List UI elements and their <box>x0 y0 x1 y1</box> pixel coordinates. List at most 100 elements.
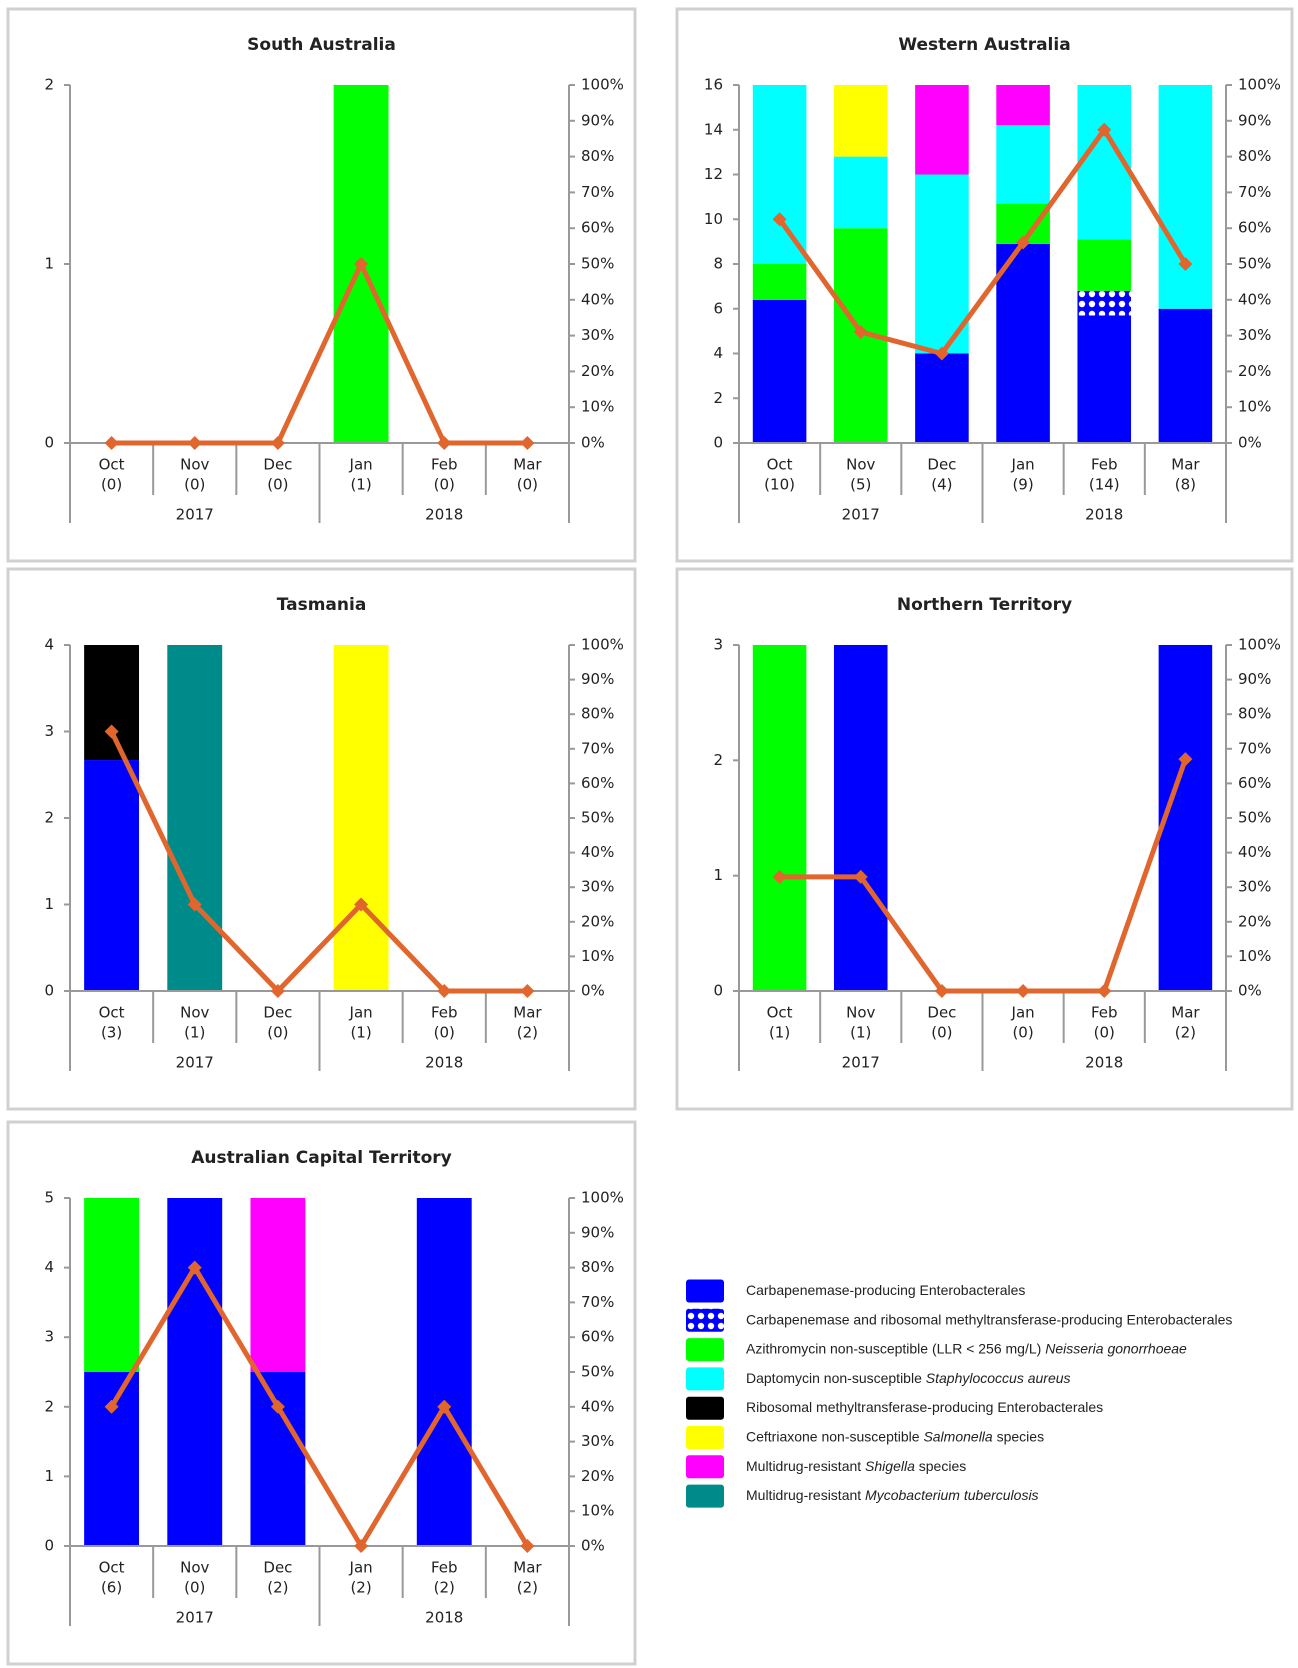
chart-title: South Australia <box>247 35 396 55</box>
y-tick-label: 1 <box>44 895 54 913</box>
x-tick-note: (1) <box>350 1024 371 1042</box>
bar <box>167 1198 223 1546</box>
bar <box>333 645 389 991</box>
legend-text: Shigella <box>865 1458 915 1474</box>
bar <box>1077 239 1132 291</box>
y2-tick-label: 100% <box>1238 636 1281 654</box>
chart: Western Australia 0 2 4 6 8 10 12 14 16 0% 10% 20% 30… <box>675 7 1294 563</box>
legend-text: Carbapenemase-producing Enterobacterales <box>746 1282 1025 1298</box>
x-tick-label: Mar <box>513 456 542 474</box>
bar <box>833 645 888 991</box>
y2-tick-label: 20% <box>581 1467 614 1485</box>
y2-tick-label: 80% <box>581 1258 614 1276</box>
line <box>109 1265 530 1549</box>
x-tick-note: (0) <box>1094 1024 1115 1042</box>
bar <box>1158 308 1213 443</box>
y2-tick-label: 70% <box>1238 183 1271 201</box>
y-tick-label: 0 <box>44 434 54 452</box>
y2-tick-label: 10% <box>581 398 614 416</box>
y2-tick-label: 60% <box>1238 774 1271 792</box>
y-tick-label: 1 <box>44 255 54 273</box>
bar <box>84 1372 140 1546</box>
y2-tick-label: 20% <box>1238 362 1271 380</box>
y-tick-label: 8 <box>713 255 723 273</box>
year-label: 2018 <box>1085 1054 1123 1072</box>
y-tick-label: 4 <box>44 636 54 654</box>
y2-tick-label: 10% <box>1238 398 1271 416</box>
y2-tick-label: 90% <box>581 1223 614 1241</box>
legend-swatch <box>686 1455 724 1479</box>
x-tick-note: (1) <box>350 476 371 494</box>
y2-tick-label: 40% <box>1238 290 1271 308</box>
legend-text: Staphylococcus aureus <box>926 1370 1071 1386</box>
year-label: 2018 <box>425 1609 463 1627</box>
line-marker <box>187 897 202 912</box>
y2-tick-label: 90% <box>1238 670 1271 688</box>
y-tick-label: 14 <box>704 120 723 138</box>
x-tick-label: Mar <box>513 1004 542 1022</box>
y2-tick-label: 0% <box>1238 434 1262 452</box>
legend-text: Salmonella <box>923 1428 992 1444</box>
y-tick-label: 16 <box>704 76 723 94</box>
x-tick-note: (6) <box>101 1579 122 1597</box>
y2-tick-label: 50% <box>1238 809 1271 827</box>
x-tick-label: Nov <box>180 1004 209 1022</box>
legend-text: Neisseria gonorrhoeae <box>1045 1340 1187 1356</box>
x-tick-label: Mar <box>513 1559 542 1577</box>
x-tick-note: (2) <box>517 1024 538 1042</box>
x-tick-label: Nov <box>180 456 209 474</box>
x-tick-label: Dec <box>263 1559 292 1577</box>
y2-tick-label: 0% <box>581 1537 605 1555</box>
line-marker <box>1097 984 1112 998</box>
x-tick-note: (2) <box>517 1579 538 1597</box>
bar <box>833 85 888 157</box>
legend-label: Carbapenemase-producing Enterobacterales <box>746 1282 1025 1298</box>
bar <box>167 645 223 991</box>
y2-tick-label: 80% <box>1238 147 1271 165</box>
bar <box>250 1372 306 1546</box>
y2-tick-label: 40% <box>1238 843 1271 861</box>
year-label: 2017 <box>176 1609 214 1627</box>
bar <box>84 1198 140 1372</box>
legend-swatch <box>686 1426 724 1449</box>
y-tick-label: 1 <box>44 1467 54 1485</box>
year-label: 2017 <box>176 1054 214 1072</box>
line-marker <box>354 897 369 912</box>
bar <box>996 85 1050 126</box>
x-tick-note: (1) <box>769 1024 790 1042</box>
line-marker <box>520 1539 535 1553</box>
legend-text: Multidrug-resistant <box>746 1487 861 1503</box>
chart-title: Western Australia <box>898 35 1070 55</box>
x-tick-note: (0) <box>184 1579 205 1597</box>
y-tick-label: 0 <box>713 982 723 1000</box>
y-tick-label: 0 <box>44 1537 54 1555</box>
y2-tick-label: 90% <box>581 111 614 129</box>
line-marker <box>1016 235 1031 250</box>
x-tick-label: Jan <box>349 1004 373 1022</box>
y-tick-label: 6 <box>713 299 723 317</box>
chart-title: Northern Territory <box>897 595 1072 615</box>
line-marker <box>853 325 868 340</box>
line-marker <box>187 1260 202 1275</box>
line-marker <box>354 257 369 271</box>
year-label: 2018 <box>425 1054 463 1072</box>
chart: Northern Territory01230%10%20%30%40%50%6… <box>675 567 1294 1111</box>
bar <box>833 156 888 229</box>
y2-tick-label: 20% <box>1238 912 1271 930</box>
y2-tick-label: 100% <box>1238 76 1281 94</box>
legend-label: Multidrug-resistant Shigella species <box>746 1458 966 1474</box>
x-tick-label: Mar <box>1171 1004 1200 1022</box>
bar <box>996 243 1050 443</box>
legend-label: Azithromycin non-susceptible (LLR < 256 … <box>746 1340 1187 1356</box>
line <box>779 758 1188 994</box>
line-marker <box>187 436 202 450</box>
legend-swatch <box>686 1308 724 1332</box>
x-tick-note: (0) <box>267 476 288 494</box>
x-tick-note: (3) <box>101 1024 122 1042</box>
y2-tick-label: 20% <box>581 912 614 930</box>
year-label: 2017 <box>842 506 880 524</box>
y2-tick-label: 80% <box>1238 705 1271 723</box>
bar <box>1077 315 1132 443</box>
line-marker <box>934 984 949 998</box>
y2-tick-label: 80% <box>581 147 614 165</box>
